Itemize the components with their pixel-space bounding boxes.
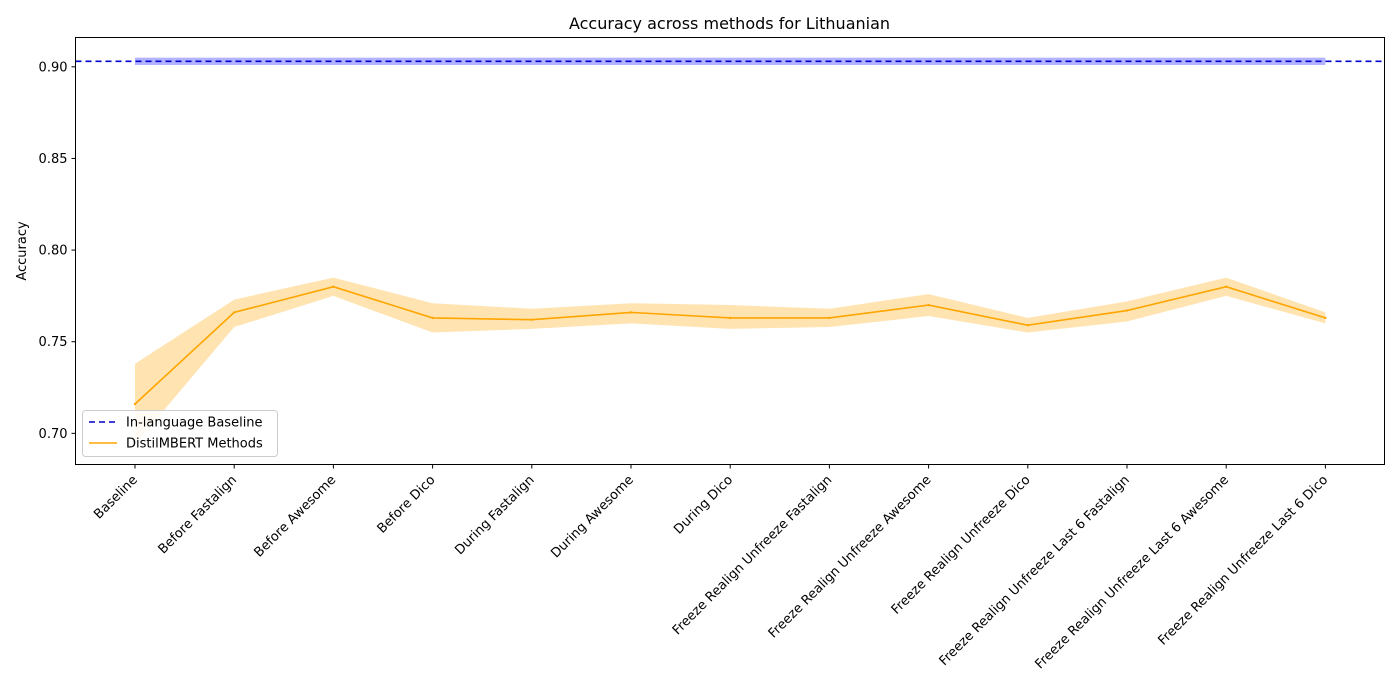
legend-box <box>82 410 278 457</box>
data-point <box>1324 316 1327 320</box>
data-point <box>729 316 732 320</box>
legend: In-language Baseline DistilMBERT Methods <box>82 410 278 457</box>
y-axis-label: Accuracy <box>15 221 30 281</box>
y-tick-label: 0.70 <box>39 427 68 442</box>
legend-ref-label: In-language Baseline <box>126 416 263 431</box>
y-tick-label: 0.85 <box>39 152 68 167</box>
data-point <box>530 318 533 321</box>
data-point <box>927 303 930 307</box>
y-tick-label: 0.80 <box>39 244 68 259</box>
data-point <box>828 316 831 320</box>
y-axis: 0.70 0.75 0.80 0.85 0.90 <box>39 60 76 442</box>
y-tick-label: 0.90 <box>39 60 68 75</box>
data-point <box>431 316 434 320</box>
data-point <box>1125 309 1129 312</box>
chart-title: Accuracy across methods for Lithuanian <box>569 14 890 33</box>
series-confidence-band <box>135 277 1326 445</box>
data-point <box>629 311 633 314</box>
legend-series-label: DistilMBERT Methods <box>126 437 263 452</box>
data-point <box>1225 285 1228 288</box>
plot-area <box>75 57 1385 445</box>
data-point <box>233 311 236 314</box>
data-point <box>133 402 137 406</box>
y-tick-label: 0.75 <box>39 335 68 350</box>
data-point <box>1026 324 1030 327</box>
data-point <box>332 285 335 288</box>
